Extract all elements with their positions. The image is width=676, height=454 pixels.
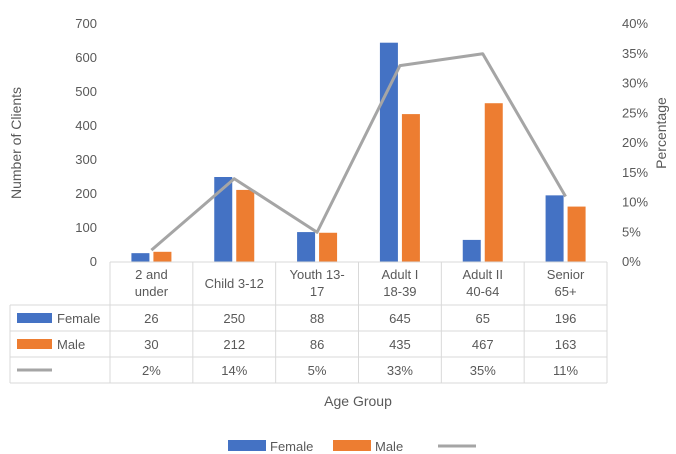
legend-label: Female xyxy=(270,439,313,454)
table-cell: 163 xyxy=(555,337,577,352)
table-legend-key xyxy=(17,313,52,323)
table-cell: 88 xyxy=(310,311,324,326)
table-legend-key xyxy=(17,339,52,349)
y2-tick-label: 0% xyxy=(622,254,641,269)
table-series-name: Male xyxy=(57,337,85,352)
table-cell: 33% xyxy=(387,363,413,378)
x-tick-label: 18-39 xyxy=(383,284,416,299)
table-cell: 26 xyxy=(144,311,158,326)
bar-female xyxy=(214,177,233,262)
y2-tick-label: 35% xyxy=(622,46,648,61)
x-tick-label: Youth 13- xyxy=(289,267,344,282)
x-tick-label: under xyxy=(135,284,169,299)
y2-axis-title: Percentage xyxy=(653,97,669,169)
table-cell: 65 xyxy=(476,311,490,326)
table-cell: 14% xyxy=(221,363,247,378)
y-tick-label: 0 xyxy=(90,254,97,269)
y-tick-label: 600 xyxy=(75,50,97,65)
legend-label: Male xyxy=(375,439,403,454)
y2-tick-label: 25% xyxy=(622,105,648,120)
table-cell: 35% xyxy=(470,363,496,378)
bar-male xyxy=(484,103,503,262)
bar-male xyxy=(567,206,586,262)
y2-tick-label: 15% xyxy=(622,165,648,180)
table-cell: 435 xyxy=(389,337,411,352)
bar-male xyxy=(153,251,172,262)
y2-tick-label: 20% xyxy=(622,135,648,150)
x-tick-label: 40-64 xyxy=(466,284,499,299)
y-tick-label: 300 xyxy=(75,152,97,167)
y-tick-label: 100 xyxy=(75,220,97,235)
y2-tick-label: 40% xyxy=(622,16,648,31)
bar-male xyxy=(401,114,420,262)
x-tick-label: Child 3-12 xyxy=(205,276,264,291)
y-tick-label: 500 xyxy=(75,84,97,99)
table-cell: 86 xyxy=(310,337,324,352)
x-axis-title: Age Group xyxy=(324,393,392,409)
y-tick-label: 700 xyxy=(75,16,97,31)
x-tick-label: 2 and xyxy=(135,267,168,282)
x-tick-label: Adult I xyxy=(381,267,418,282)
x-tick-label: Adult II xyxy=(463,267,503,282)
y2-tick-label: 10% xyxy=(622,195,648,210)
table-cell: 196 xyxy=(555,311,577,326)
bar-female xyxy=(297,232,316,262)
x-tick-label: 65+ xyxy=(555,284,577,299)
table-cell: 30 xyxy=(144,337,158,352)
y2-tick-label: 5% xyxy=(622,224,641,239)
table-series-name: Female xyxy=(57,311,100,326)
bar-female xyxy=(131,253,150,262)
legend-key xyxy=(228,440,266,451)
table-cell: 11% xyxy=(553,363,578,378)
table-cell: 5% xyxy=(308,363,327,378)
y-axis-title: Number of Clients xyxy=(8,87,24,199)
y2-tick-label: 30% xyxy=(622,76,648,91)
y-tick-label: 200 xyxy=(75,186,97,201)
table-cell: 645 xyxy=(389,311,411,326)
bar-male xyxy=(236,189,255,262)
x-tick-label: 17 xyxy=(310,284,324,299)
table-cell: 250 xyxy=(223,311,245,326)
table-cell: 467 xyxy=(472,337,494,352)
table-cell: 2% xyxy=(142,363,161,378)
table-cell: 212 xyxy=(223,337,245,352)
bar-female xyxy=(462,239,481,262)
y-tick-label: 400 xyxy=(75,118,97,133)
x-tick-label: Senior xyxy=(547,267,585,282)
bar-male xyxy=(319,232,338,262)
bar-female xyxy=(545,195,564,262)
legend-key xyxy=(333,440,371,451)
percentage-line xyxy=(150,52,567,252)
